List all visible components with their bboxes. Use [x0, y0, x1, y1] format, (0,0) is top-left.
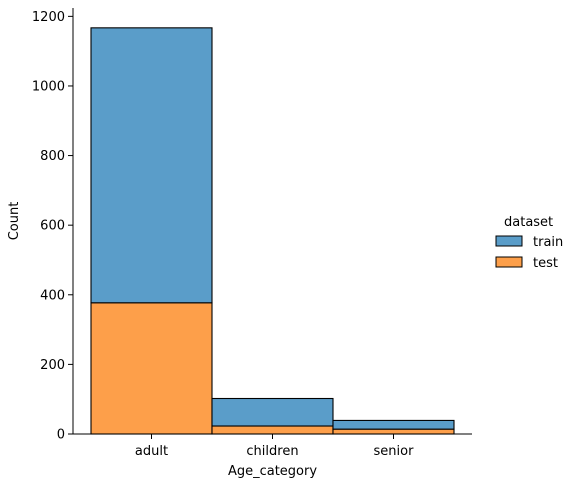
x-tick-label: children	[246, 444, 298, 459]
legend-swatch-train	[495, 235, 523, 247]
legend-swatch-test	[495, 256, 523, 268]
bar-train-senior	[332, 419, 455, 430]
legend-title: dataset	[504, 215, 553, 230]
x-ticks: adult children senior	[135, 434, 414, 459]
y-tick-label: 400	[40, 288, 65, 303]
x-tick-label: senior	[374, 444, 415, 459]
legend: dataset train test	[495, 215, 563, 271]
bar-train-children	[211, 397, 334, 427]
bar-train-adult	[90, 27, 213, 304]
bar-test-adult	[90, 302, 213, 435]
x-axis-label: Age_category	[228, 464, 317, 479]
legend-label-test: test	[533, 256, 558, 271]
bar-test-children	[211, 425, 334, 435]
y-tick-label: 1200	[32, 10, 65, 25]
y-tick-label: 600	[40, 219, 65, 234]
y-tick-label: 200	[40, 358, 65, 373]
y-axis-label: Count	[7, 202, 22, 241]
x-tick-label: adult	[135, 444, 168, 459]
bars-group	[90, 27, 455, 435]
legend-label-train: train	[533, 235, 563, 250]
y-tick-label: 1000	[32, 79, 65, 94]
bar-test-senior	[332, 428, 455, 435]
y-tick-label: 0	[57, 428, 65, 443]
y-ticks: 0 200 400 600 800 1000 1200	[32, 10, 73, 443]
y-tick-label: 800	[40, 149, 65, 164]
